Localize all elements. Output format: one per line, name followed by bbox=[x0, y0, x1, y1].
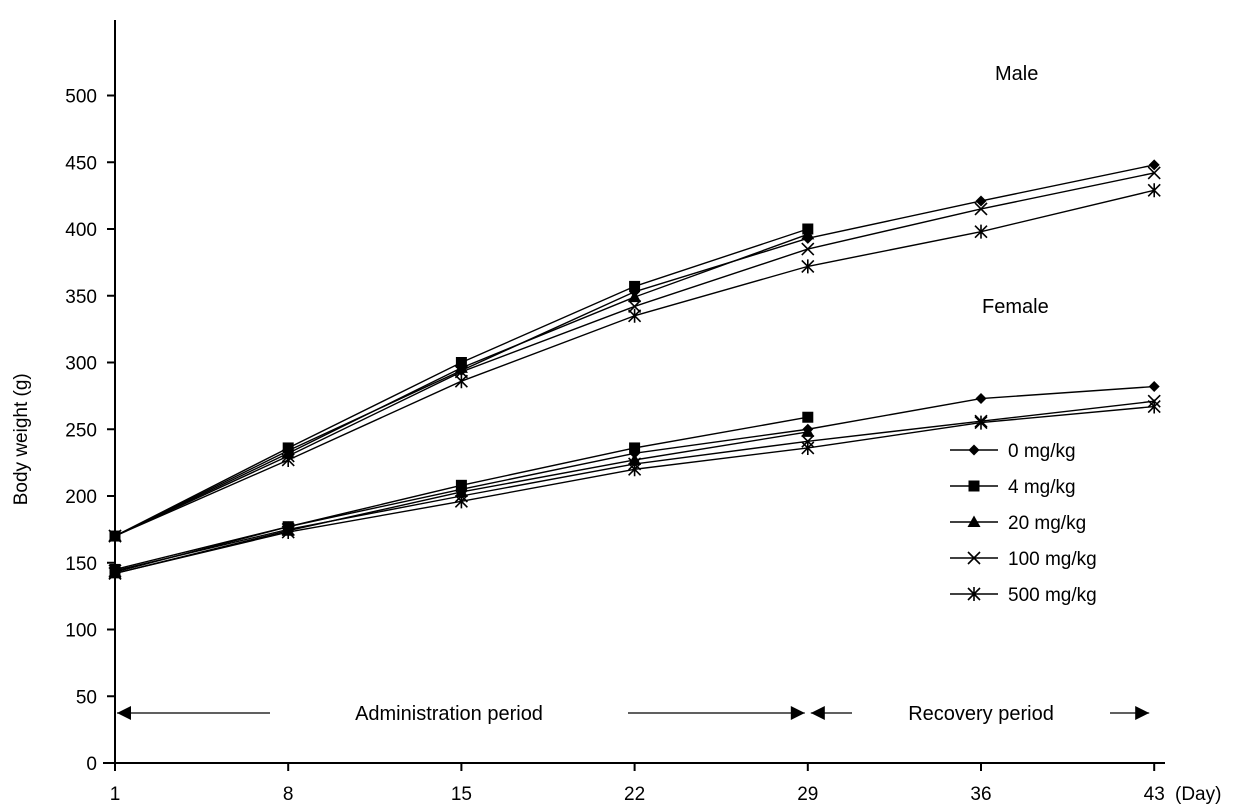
data-point bbox=[1148, 159, 1160, 171]
legend-item: 500 mg/kg bbox=[950, 585, 1097, 606]
label-female: Female bbox=[982, 296, 1049, 318]
axes: 0 50 100 150 200 250 300 350 400 450 500 1 8 15 22 29 36… bbox=[11, 20, 1221, 805]
x-tick-label: 29 bbox=[797, 784, 818, 805]
x-tick-label: 8 bbox=[283, 784, 294, 805]
male-series-500mgkg bbox=[108, 183, 1161, 544]
data-point bbox=[1147, 183, 1161, 198]
series-line bbox=[114, 164, 1155, 537]
female-series-100mgkg bbox=[108, 394, 1161, 578]
y-tick-label: 400 bbox=[65, 220, 97, 241]
data-point bbox=[281, 525, 295, 540]
data-point bbox=[628, 462, 642, 477]
data-point bbox=[454, 374, 468, 389]
recovery-arrow-right-head bbox=[1135, 706, 1150, 720]
legend: 0 mg/kg 4 mg/kg 20 mg/kg 100 mg/kg 500 mg/kg bbox=[950, 441, 1097, 606]
data-point bbox=[281, 446, 295, 459]
data-point bbox=[802, 411, 814, 423]
legend-marker bbox=[968, 444, 980, 456]
series-line bbox=[114, 400, 1155, 572]
legend-label: 500 mg/kg bbox=[1008, 585, 1097, 606]
data-point bbox=[628, 308, 642, 323]
legend-item: 20 mg/kg bbox=[950, 513, 1086, 534]
female-series-500mgkg bbox=[108, 399, 1161, 581]
y-axis-title: Body weight (g) bbox=[11, 373, 32, 505]
legend-item: 0 mg/kg bbox=[950, 441, 1076, 462]
data-point bbox=[975, 195, 987, 207]
legend-marker bbox=[967, 551, 981, 565]
x-tick-label: 15 bbox=[451, 784, 472, 805]
data-point bbox=[108, 566, 122, 581]
data-point bbox=[628, 290, 642, 303]
series-line bbox=[114, 405, 1155, 575]
x-tick-label: 22 bbox=[624, 784, 645, 805]
x-tick-label: 36 bbox=[970, 784, 991, 805]
y-tick-label: 350 bbox=[65, 287, 97, 308]
data-point bbox=[974, 415, 988, 430]
data-point bbox=[974, 202, 988, 216]
data-point bbox=[629, 280, 641, 292]
legend-label: 0 mg/kg bbox=[1008, 441, 1076, 462]
male-series-0mgkg bbox=[109, 159, 1160, 542]
series-line bbox=[114, 385, 1155, 573]
data-point bbox=[454, 365, 468, 379]
x-tick-label: 43 bbox=[1144, 784, 1165, 805]
annotations: Male Female Administration period Recovery … bbox=[117, 63, 1150, 725]
data-point bbox=[281, 452, 295, 467]
y-tick-label: 50 bbox=[76, 687, 97, 708]
data-point bbox=[974, 224, 988, 239]
data-point bbox=[801, 242, 815, 256]
y-tick-label: 500 bbox=[65, 87, 97, 108]
label-recovery-period: Recovery period bbox=[908, 703, 1054, 725]
y-tick-label: 100 bbox=[65, 621, 97, 642]
y-tick-label: 250 bbox=[65, 420, 97, 441]
legend-item: 4 mg/kg bbox=[950, 477, 1076, 498]
x-tick-label: 1 bbox=[110, 784, 121, 805]
y-tick-label: 200 bbox=[65, 487, 97, 508]
legend-label: 4 mg/kg bbox=[1008, 477, 1076, 498]
admin-arrow-left-head bbox=[117, 706, 131, 720]
data-point bbox=[1147, 399, 1161, 414]
recovery-arrow-left-head bbox=[810, 706, 825, 720]
data-point bbox=[454, 485, 468, 497]
admin-arrow-right-head bbox=[790, 706, 805, 720]
data-point bbox=[801, 259, 815, 274]
legend-label: 100 mg/kg bbox=[1008, 549, 1097, 570]
legend-item: 100 mg/kg bbox=[950, 549, 1097, 570]
data-point bbox=[1148, 381, 1160, 393]
y-tick-label: 450 bbox=[65, 153, 97, 174]
label-male: Male bbox=[995, 63, 1038, 85]
y-tick-label: 150 bbox=[65, 554, 97, 575]
legend-label: 20 mg/kg bbox=[1008, 513, 1086, 534]
data-point bbox=[801, 425, 815, 437]
data-point bbox=[108, 529, 122, 544]
data-point bbox=[628, 299, 642, 313]
data-point bbox=[1147, 166, 1161, 180]
x-axis-title: (Day) bbox=[1175, 784, 1221, 805]
label-administration-period: Administration period bbox=[355, 703, 543, 725]
legend-marker bbox=[968, 480, 980, 492]
legend-marker bbox=[967, 515, 981, 527]
data-point bbox=[629, 442, 641, 454]
male-series-100mgkg bbox=[108, 166, 1161, 543]
female-series-0mgkg bbox=[109, 381, 1160, 578]
series-layer bbox=[108, 159, 1161, 581]
data-point bbox=[975, 393, 987, 405]
data-point bbox=[801, 227, 815, 240]
male-series-20mgkg bbox=[108, 227, 815, 542]
data-point bbox=[801, 440, 815, 455]
data-point bbox=[628, 453, 642, 465]
data-point bbox=[454, 494, 468, 509]
series-line bbox=[114, 189, 1155, 537]
y-tick-label: 0 bbox=[86, 754, 97, 775]
legend-marker bbox=[967, 587, 981, 601]
data-point bbox=[455, 479, 467, 491]
y-tick-label: 300 bbox=[65, 354, 97, 375]
